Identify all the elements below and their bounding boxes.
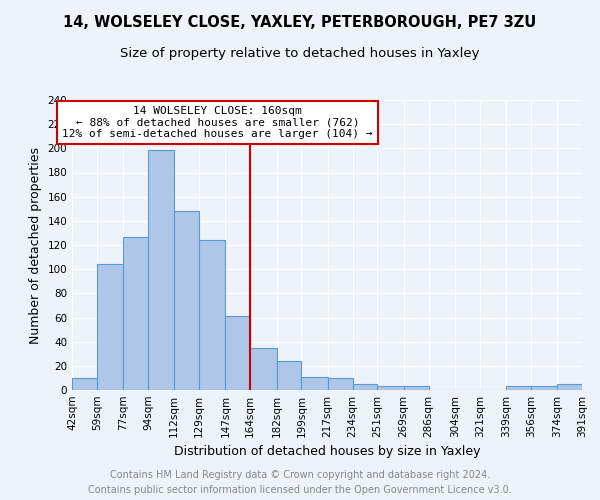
Bar [377,386,404,390]
Bar [148,150,174,390]
Text: Contains public sector information licensed under the Open Government Licence v3: Contains public sector information licen… [88,485,512,495]
Text: 14 WOLSELEY CLOSE: 160sqm
← 88% of detached houses are smaller (762)
12% of semi: 14 WOLSELEY CLOSE: 160sqm ← 88% of detac… [62,106,373,139]
Bar [199,240,226,390]
Bar [531,386,557,390]
Bar [506,386,531,390]
Bar [301,376,328,390]
X-axis label: Distribution of detached houses by size in Yaxley: Distribution of detached houses by size … [174,446,480,458]
Bar [72,378,97,390]
Bar [97,264,123,390]
Y-axis label: Number of detached properties: Number of detached properties [29,146,42,344]
Bar [557,384,582,390]
Text: 14, WOLSELEY CLOSE, YAXLEY, PETERBOROUGH, PE7 3ZU: 14, WOLSELEY CLOSE, YAXLEY, PETERBOROUGH… [64,15,536,30]
Bar [404,386,428,390]
Bar [250,348,277,390]
Bar [123,236,148,390]
Bar [174,211,199,390]
Bar [353,384,377,390]
Bar [226,316,250,390]
Bar [328,378,353,390]
Text: Contains HM Land Registry data © Crown copyright and database right 2024.: Contains HM Land Registry data © Crown c… [110,470,490,480]
Text: Size of property relative to detached houses in Yaxley: Size of property relative to detached ho… [120,48,480,60]
Bar [277,361,301,390]
